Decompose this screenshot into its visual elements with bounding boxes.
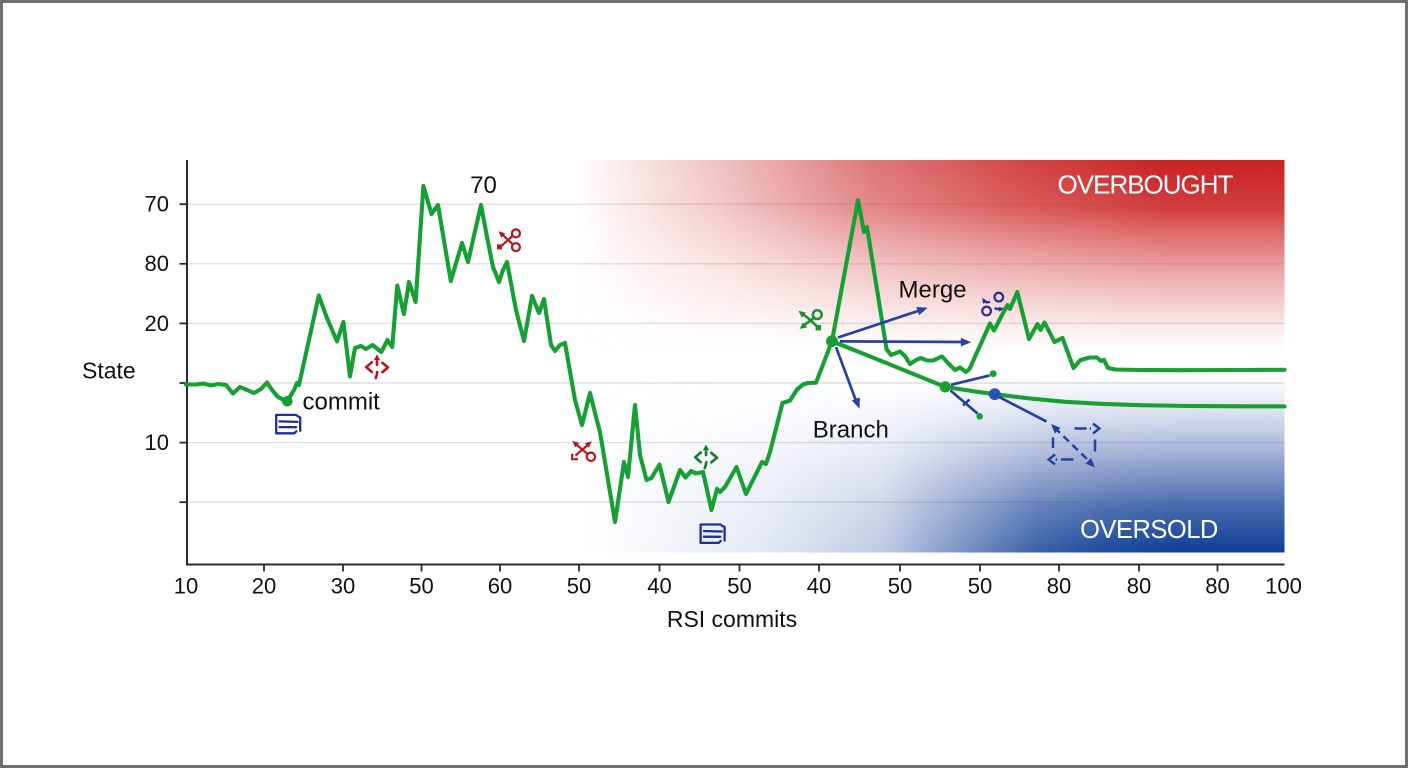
svg-text:80: 80 — [1205, 574, 1229, 599]
svg-text:20: 20 — [145, 311, 169, 336]
svg-text:50: 50 — [567, 574, 591, 599]
svg-text:commit: commit — [303, 389, 381, 416]
svg-text:60: 60 — [488, 574, 512, 599]
svg-text:70: 70 — [145, 192, 169, 217]
svg-text:40: 40 — [807, 574, 831, 599]
svg-text:10: 10 — [174, 574, 198, 599]
svg-text:50: 50 — [888, 574, 912, 599]
svg-text:State: State — [82, 358, 136, 384]
svg-text:20: 20 — [252, 574, 276, 599]
svg-text:50: 50 — [409, 574, 433, 599]
svg-text:30: 30 — [331, 574, 355, 599]
svg-text:OVERSOLD: OVERSOLD — [1080, 516, 1218, 544]
svg-text:Merge: Merge — [899, 277, 967, 304]
svg-text:80: 80 — [1047, 574, 1071, 599]
svg-text:OVERBOUGHT: OVERBOUGHT — [1058, 170, 1234, 200]
svg-text:50: 50 — [727, 574, 751, 599]
svg-text:50: 50 — [968, 574, 992, 599]
svg-text:70: 70 — [470, 172, 497, 199]
svg-text:Branch: Branch — [813, 417, 889, 444]
svg-text:RSI commits: RSI commits — [667, 606, 797, 632]
svg-text:10: 10 — [145, 430, 169, 455]
svg-text:40: 40 — [647, 574, 671, 599]
svg-text:80: 80 — [145, 251, 169, 276]
svg-text:80: 80 — [1127, 574, 1151, 599]
svg-text:100: 100 — [1265, 574, 1302, 599]
